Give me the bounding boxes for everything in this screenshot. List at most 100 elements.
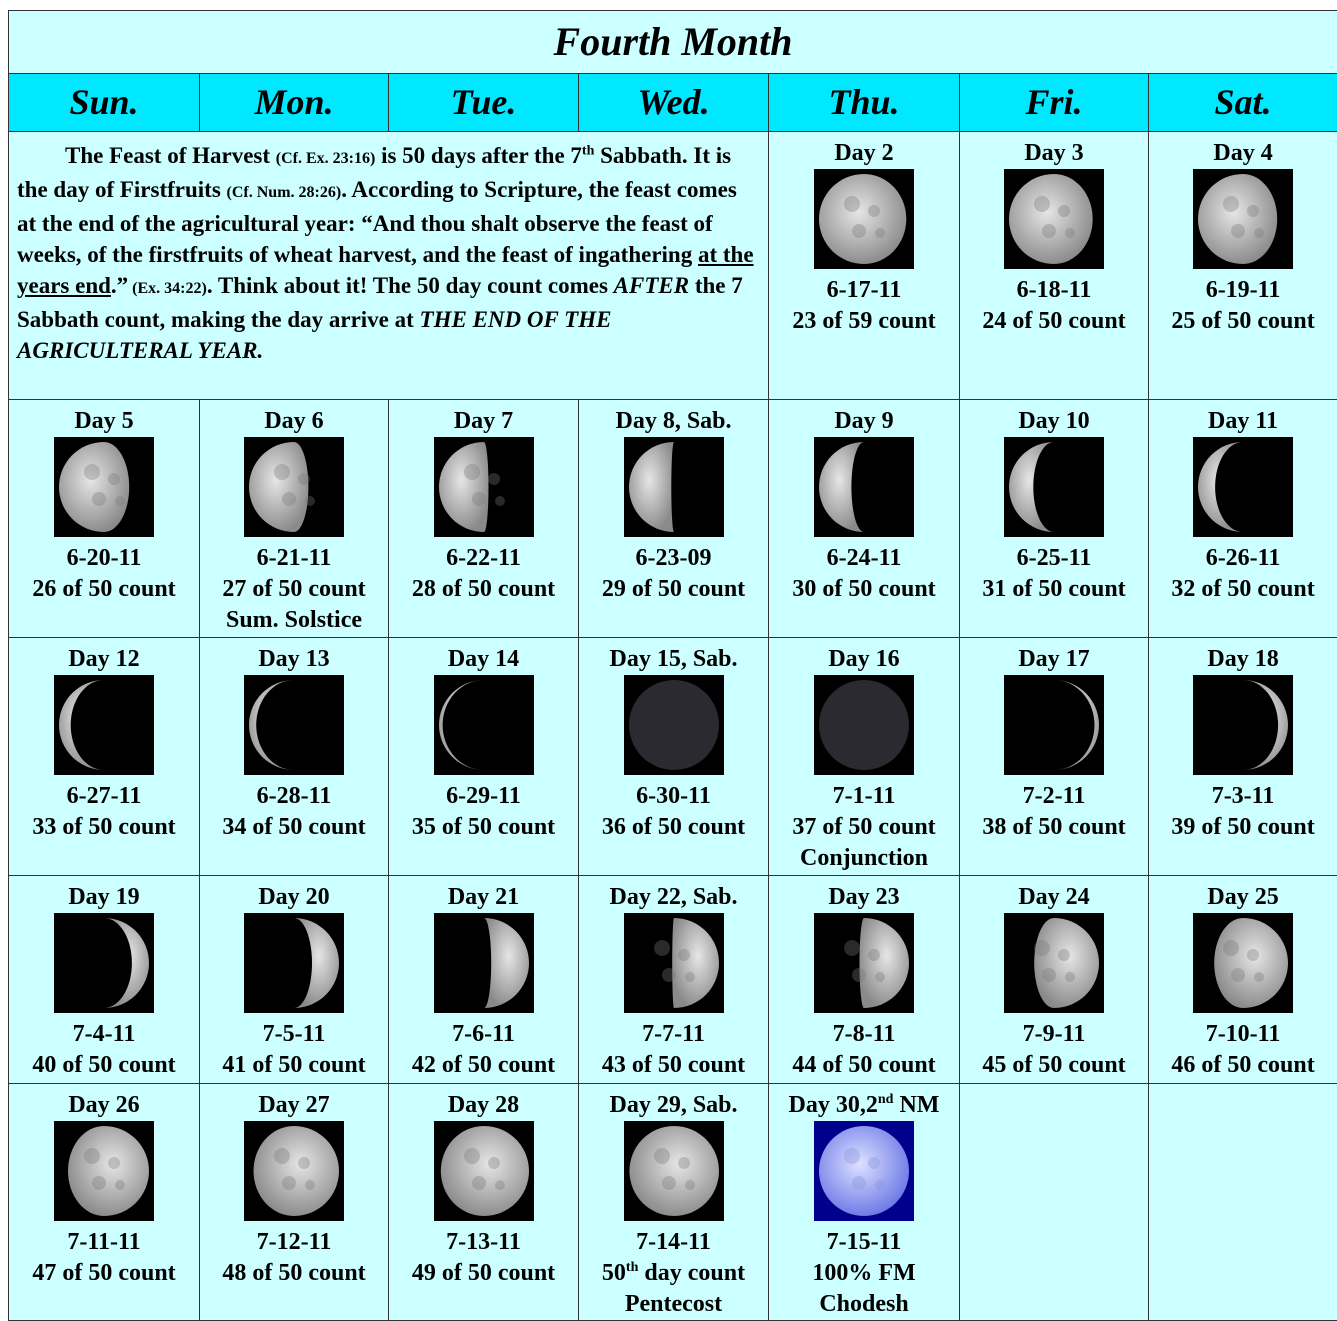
intro-cell: The Feast of Harvest (Cf. Ex. 23:16) is …: [9, 132, 769, 400]
day-label: Day 12: [9, 644, 199, 675]
calendar: Fourth Month Sun.Mon.Tue.Wed.Thu.Fri.Sat…: [8, 10, 1337, 1321]
weekday-row: Sun.Mon.Tue.Wed.Thu.Fri.Sat.: [9, 74, 1337, 132]
day-label: Day 2: [769, 138, 959, 169]
day-count: 44 of 50 count: [769, 1050, 959, 1081]
day-count: 23 of 59 count: [769, 306, 959, 337]
moon-image: [814, 169, 914, 269]
day-count: 38 of 50 count: [960, 812, 1148, 843]
weekday-header: Fri.: [960, 74, 1149, 132]
day-label: Day 29, Sab.: [579, 1090, 768, 1121]
day-date: 7-9-11: [960, 1019, 1148, 1050]
day-date: 6-18-11: [960, 275, 1148, 306]
day-count: 46 of 50 count: [1149, 1050, 1337, 1081]
day-date: 6-26-11: [1149, 543, 1337, 574]
day-date: 7-10-11: [1149, 1019, 1337, 1050]
day-date: 6-27-11: [9, 781, 199, 812]
moon-image: [1193, 913, 1293, 1013]
moon-image: [624, 913, 724, 1013]
weekday-header: Sun.: [9, 74, 200, 132]
weekday-header: Sat.: [1149, 74, 1337, 132]
day-date: 6-30-11: [579, 781, 768, 812]
day-date: 7-15-11: [769, 1227, 959, 1258]
day-label-part: nd: [878, 1092, 894, 1107]
moon-image: [434, 437, 534, 537]
day-count: 43 of 50 count: [579, 1050, 768, 1081]
day-date: 6-23-09: [579, 543, 768, 574]
week-row: The Feast of Harvest (Cf. Ex. 23:16) is …: [9, 132, 1337, 400]
day-label: Day 28: [389, 1090, 578, 1121]
day-note: Sum. Solstice: [200, 605, 388, 636]
moon-image: [244, 437, 344, 537]
intro-segment: (Cf. Ex. 23:16): [276, 150, 376, 167]
day-count: 37 of 50 count: [769, 812, 959, 843]
moon-image: [54, 437, 154, 537]
moon-image: [814, 913, 914, 1013]
intro-segment: (Ex. 34:22): [128, 280, 207, 297]
moon-image: [1193, 437, 1293, 537]
moon-image: [1004, 675, 1104, 775]
day-note: Pentecost: [579, 1289, 768, 1320]
title: Fourth Month: [9, 11, 1337, 74]
day-label-part: Day 30,2: [789, 1092, 878, 1118]
day-label: Day 23: [769, 882, 959, 913]
day-date: 7-6-11: [389, 1019, 578, 1050]
moon-image: [54, 1121, 154, 1221]
title-row: Fourth Month: [9, 11, 1337, 74]
day-count: 34 of 50 count: [200, 812, 388, 843]
day-date: 7-5-11: [200, 1019, 388, 1050]
intro-segment: is 50 days after the 7: [375, 143, 582, 168]
moon-image: [244, 675, 344, 775]
day-count: 24 of 50 count: [960, 306, 1148, 337]
day-date: 6-21-11: [200, 543, 388, 574]
day-label: Day 19: [9, 882, 199, 913]
intro-segment: (Cf. Num. 28:26): [227, 184, 342, 201]
moon-image: [1193, 169, 1293, 269]
day-label: Day 16: [769, 644, 959, 675]
day-label: Day 4: [1149, 138, 1337, 169]
day-date: 7-8-11: [769, 1019, 959, 1050]
day-count: 47 of 50 count: [9, 1258, 199, 1289]
day-date: 6-25-11: [960, 543, 1148, 574]
moon-image: [624, 1121, 724, 1221]
moon-image: [244, 913, 344, 1013]
day-label-part: NM: [893, 1092, 939, 1118]
day-note: Chodesh: [769, 1289, 959, 1320]
day-count: 42 of 50 count: [389, 1050, 578, 1081]
day-date: 6-20-11: [9, 543, 199, 574]
weekday-header: Tue.: [389, 74, 579, 132]
day-count: 40 of 50 count: [9, 1050, 199, 1081]
moon-image: [1004, 437, 1104, 537]
day-count: 36 of 50 count: [579, 812, 768, 843]
intro-segment: .”: [111, 273, 128, 298]
